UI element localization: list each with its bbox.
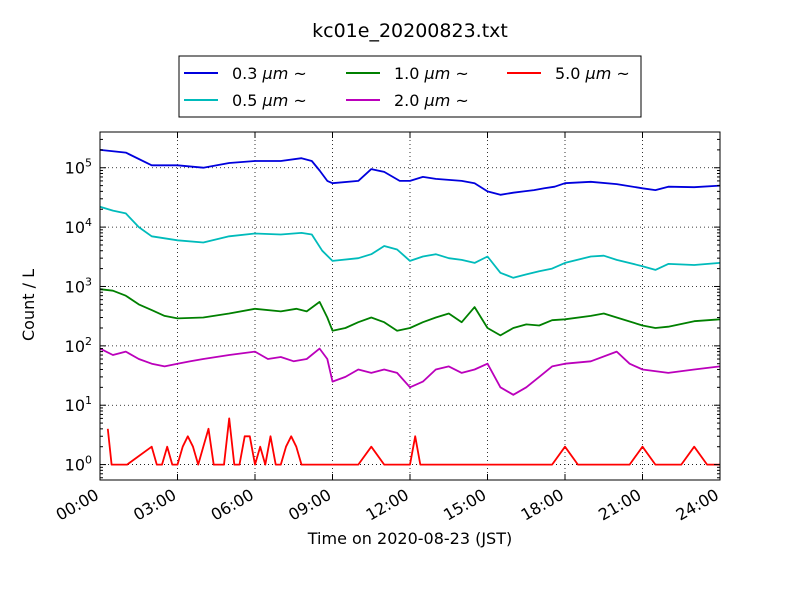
series-lines [99,149,721,466]
y-tick-label: 104 [65,216,92,237]
legend-label: 0.5 μm ~ [232,91,307,110]
y-tick-label: 105 [65,157,92,178]
x-tick-label: 24:00 [673,485,722,525]
x-tick-label: 03:00 [130,485,179,525]
y-tick-label: 101 [65,394,92,415]
legend-label: 5.0 μm ~ [555,64,630,83]
chart-title: kc01e_20200823.txt [312,20,508,42]
x-tick-label: 15:00 [440,485,489,525]
y-axis-label: Count / L [19,269,38,341]
y-tick-label: 102 [65,335,92,356]
legend-label: 2.0 μm ~ [394,91,469,110]
y-axis: 100 101 102 103 104 105 [65,157,92,475]
x-tick-label: 12:00 [363,485,412,525]
series-line [99,205,721,279]
x-tick-label: 00:00 [53,485,102,525]
series-line [106,417,720,466]
tick-marks [99,131,721,480]
y-tick-label: 103 [65,275,92,296]
legend-label: 0.3 μm ~ [232,64,307,83]
series-line [99,288,721,337]
y-tick-label: 100 [65,454,92,475]
x-axis: 00:00 03:00 06:00 09:00 12:00 15:00 18:00 21:00… [53,485,722,525]
plot-area [99,131,721,481]
legend-items: 0.3 μm ~ 0.5 μm ~ 1.0 μm ~ 2.0 μm ~ 5.0 μm ~ [184,64,630,110]
x-tick-label: 21:00 [595,485,644,525]
x-tick-label: 06:00 [208,485,257,525]
x-axis-label: Time on 2020-08-23 (JST) [307,529,512,548]
series-line [99,347,721,396]
series-line [99,149,721,196]
legend-label: 1.0 μm ~ [394,64,469,83]
legend-box [178,55,642,118]
legend: 0.3 μm ~ 0.5 μm ~ 1.0 μm ~ 2.0 μm ~ 5.0 μm ~ [178,55,642,118]
gridlines [100,132,720,480]
x-tick-label: 09:00 [285,485,334,525]
x-tick-label: 18:00 [518,485,567,525]
